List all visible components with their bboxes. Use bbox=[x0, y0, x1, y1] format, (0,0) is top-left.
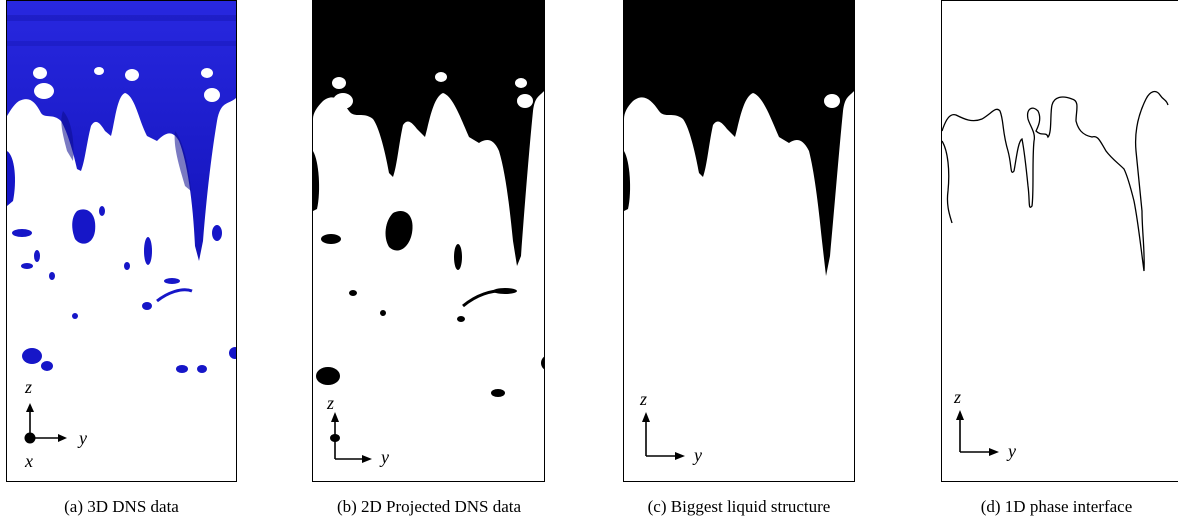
caption-a: (a) 3D DNS data bbox=[64, 497, 179, 516]
axis-label-z: z bbox=[953, 387, 961, 407]
axis-label-y: y bbox=[1006, 441, 1016, 461]
main-liquid-body bbox=[624, 1, 854, 276]
axis-arrows-b bbox=[331, 412, 372, 463]
caption-b: (b) 2D Projected DNS data bbox=[336, 497, 522, 516]
panel-a-image: z y x bbox=[6, 0, 237, 482]
axis-label-y: y bbox=[692, 445, 702, 465]
axis-label-y: y bbox=[379, 447, 389, 467]
axis-label-z: z bbox=[639, 389, 647, 409]
axis-label-x: x bbox=[24, 451, 33, 471]
caption-d: (d) 1D phase interface bbox=[980, 497, 1133, 516]
axis-arrows-c bbox=[642, 412, 685, 460]
droplets bbox=[7, 151, 236, 373]
biggest-liquid-structure: z y bbox=[624, 1, 854, 465]
interface-curve bbox=[942, 90, 1169, 272]
holes bbox=[33, 67, 220, 102]
axis-label-z: z bbox=[326, 393, 334, 413]
structure-holes bbox=[824, 94, 840, 108]
interface-left-edge bbox=[942, 140, 953, 224]
projected-liquid bbox=[313, 1, 544, 442]
panel-d-image: z y bbox=[941, 0, 1178, 482]
dns-3d-render: z y x bbox=[7, 1, 236, 471]
liquid-shading bbox=[7, 15, 236, 191]
projected-holes bbox=[332, 72, 533, 109]
panel-b-image: z y bbox=[312, 0, 545, 482]
axis-label-y: y bbox=[77, 428, 87, 448]
caption-c: (c) Biggest liquid structure bbox=[647, 497, 831, 516]
dns-2d-projection: z y bbox=[313, 1, 544, 467]
liquid-sheet bbox=[7, 1, 236, 261]
axis-label-z: z bbox=[24, 377, 32, 397]
axis-triad-a bbox=[24, 403, 67, 444]
axis-arrows-d bbox=[956, 410, 999, 456]
phase-interface-line: z y bbox=[942, 90, 1169, 461]
panel-c-image: z y bbox=[623, 0, 855, 482]
